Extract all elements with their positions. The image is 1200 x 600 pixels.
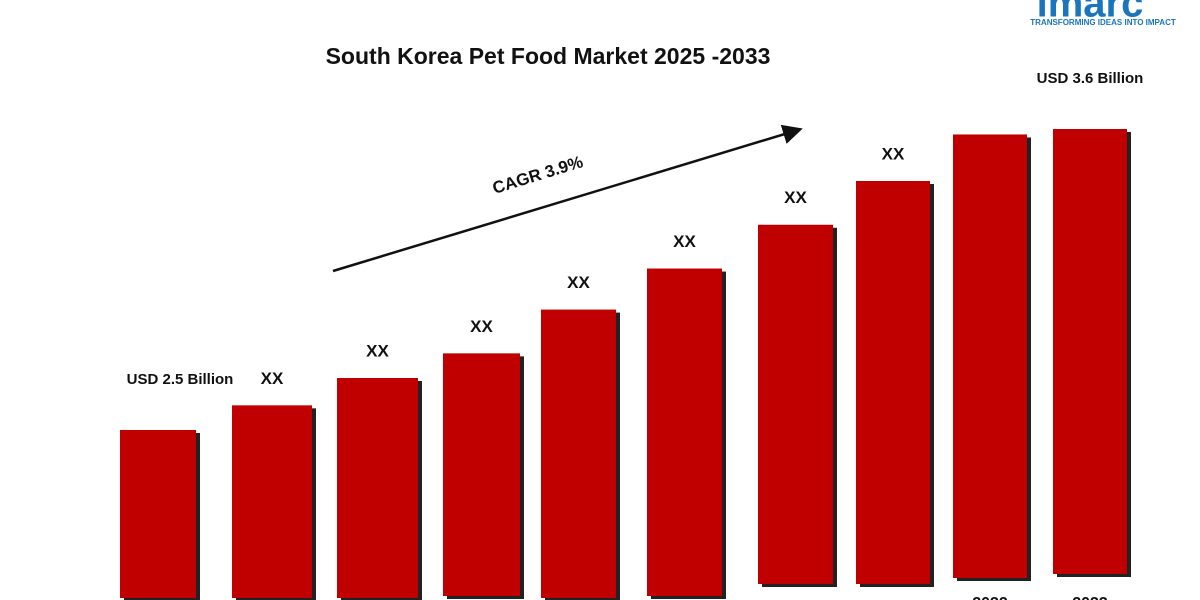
bar bbox=[856, 180, 930, 584]
x-tick-label: 2032 bbox=[972, 595, 1008, 600]
bar bbox=[232, 405, 312, 598]
cagr-label: CAGR 3.9% bbox=[490, 152, 585, 198]
value-label: XX bbox=[567, 273, 590, 292]
bar bbox=[120, 429, 196, 598]
value-label: XX bbox=[261, 369, 284, 388]
bar bbox=[1053, 129, 1127, 574]
value-label: XX bbox=[784, 188, 807, 207]
value-label: XX bbox=[882, 144, 905, 163]
bar bbox=[647, 268, 722, 596]
logo-name: imarc bbox=[1037, 0, 1144, 26]
bar bbox=[541, 309, 616, 598]
value-label: USD 2.5 Billion bbox=[127, 371, 234, 388]
value-label: XX bbox=[366, 341, 389, 360]
bar bbox=[953, 134, 1027, 578]
bar bbox=[758, 224, 833, 584]
bar bbox=[337, 377, 418, 598]
value-label: USD 3.6 Billion bbox=[1037, 70, 1144, 87]
cagr-arrow bbox=[332, 124, 803, 273]
value-label: XX bbox=[673, 232, 696, 251]
chart-title: South Korea Pet Food Market 2025 -2033 bbox=[326, 43, 771, 69]
logo-tagline: TRANSFORMING IDEAS INTO IMPACT bbox=[1030, 18, 1176, 27]
value-label: XX bbox=[470, 317, 493, 336]
x-tick-label: 2033 bbox=[1072, 595, 1108, 600]
bar bbox=[443, 353, 520, 596]
